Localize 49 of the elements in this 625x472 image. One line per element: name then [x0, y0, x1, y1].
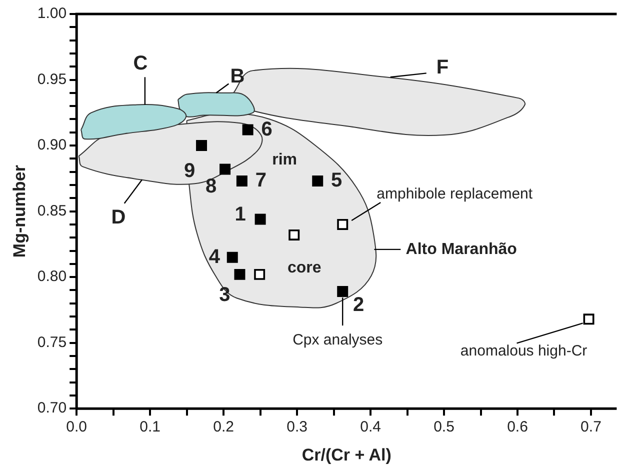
x-tick-label: 0.7: [580, 418, 602, 436]
y-tick-label: 1.00: [37, 5, 67, 22]
point: [226, 252, 238, 263]
annotation: 7: [255, 170, 266, 192]
annotation: rim: [272, 151, 298, 168]
point: [254, 214, 266, 225]
x-tick-label: 0.3: [286, 418, 308, 436]
series-label: F: [436, 56, 449, 78]
point: [236, 176, 248, 187]
annotation: 5: [331, 170, 342, 192]
x-axis-title: Cr/(Cr + Al): [302, 445, 392, 464]
y-tick-label: 0.90: [37, 136, 67, 154]
point: [254, 268, 266, 280]
point: [220, 164, 231, 175]
y-tick-label: 0.70: [37, 400, 67, 417]
point: [337, 286, 348, 298]
point: [234, 268, 246, 280]
annotation: amphibole replacement: [376, 186, 534, 203]
point: [337, 218, 348, 230]
point: [196, 140, 208, 152]
x-tick-label: 0.2: [213, 418, 234, 436]
y-tick-label: 0.80: [37, 268, 67, 286]
series-label: Alto Maranhão: [406, 240, 518, 258]
annotation: 4: [208, 246, 221, 268]
y-tick-label: 0.95: [37, 70, 67, 88]
annotation: 1: [234, 204, 246, 226]
annotation: anomalous high-Cr: [460, 342, 588, 360]
annotation: 3: [219, 284, 230, 306]
point: [288, 229, 300, 240]
x-tick-label: 0.1: [140, 418, 161, 436]
annotation: 9: [184, 160, 196, 182]
point: [583, 314, 594, 325]
y-tick-label: 0.85: [37, 202, 67, 220]
series-label: C: [133, 52, 148, 74]
annotation: 8: [205, 176, 217, 198]
annotation: 6: [261, 118, 272, 140]
y-tick-label: 0.75: [37, 334, 67, 351]
x-tick-label: 0.0: [66, 418, 88, 436]
x-tick-label: 0.4: [360, 418, 381, 436]
point: [242, 124, 254, 136]
series-label: D: [111, 206, 126, 228]
annotation: 2: [353, 294, 364, 316]
y-axis-title: Mg-number: [10, 164, 29, 258]
x-tick-label: 0.6: [507, 418, 528, 436]
x-tick-label: 0.5: [434, 418, 454, 436]
annotation: Cpx analyses: [292, 332, 383, 349]
point: [312, 176, 324, 187]
annotation: core: [287, 259, 322, 276]
series-label: B: [230, 66, 245, 88]
